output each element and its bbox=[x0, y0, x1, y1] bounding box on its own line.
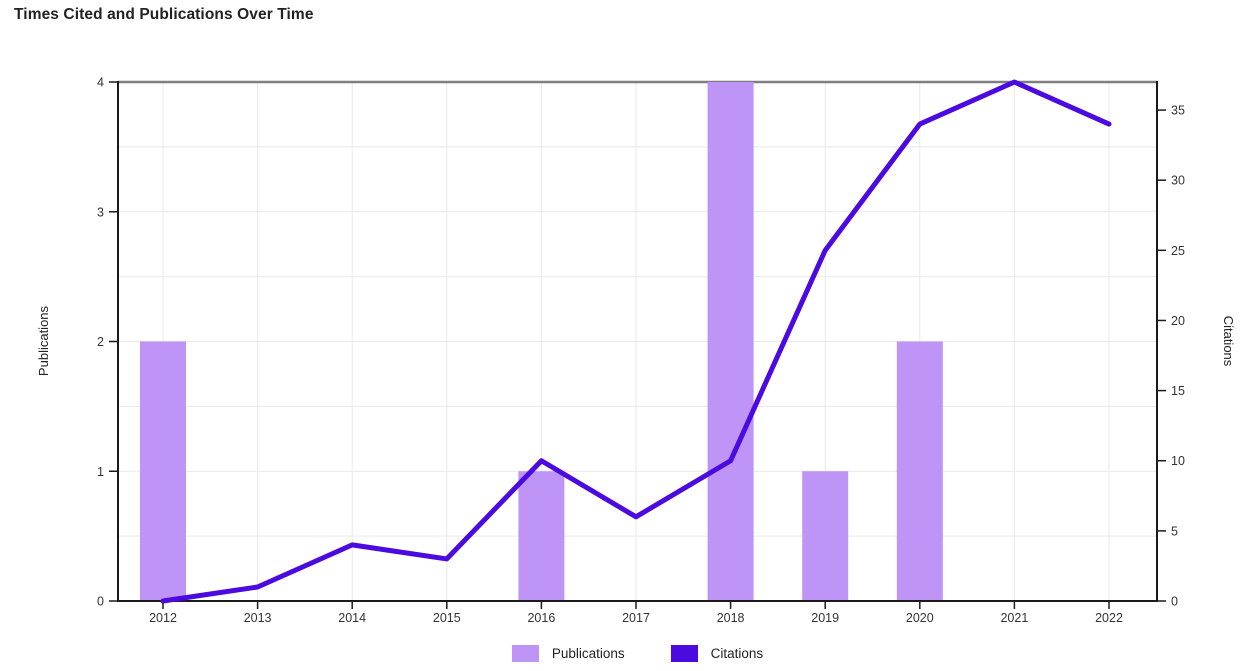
right-axis-tick-label: 5 bbox=[1171, 524, 1178, 538]
chart-legend: Publications Citations bbox=[118, 641, 1157, 665]
publications-legend-label: Publications bbox=[551, 645, 625, 661]
citations-legend-swatch bbox=[670, 644, 698, 662]
publications-legend-swatch bbox=[511, 644, 539, 662]
chart-title: Times Cited and Publications Over Time bbox=[14, 6, 314, 23]
x-axis-tick-label-2022: 2022 bbox=[1095, 611, 1123, 625]
legend-item-publications[interactable]: Publications bbox=[511, 644, 625, 662]
x-axis-tick-label-2019: 2019 bbox=[811, 611, 839, 625]
publications-bar-2016[interactable] bbox=[518, 471, 565, 601]
x-axis-tick-label-2013: 2013 bbox=[244, 611, 272, 625]
right-axis-title: Citations bbox=[1221, 316, 1236, 367]
x-axis-tick-label-2012: 2012 bbox=[149, 611, 177, 625]
x-axis-tick-label-2014: 2014 bbox=[338, 611, 366, 625]
x-axis-tick-label-2016: 2016 bbox=[527, 611, 555, 625]
left-axis-tick-label: 0 bbox=[97, 595, 104, 609]
right-axis-tick-label: 0 bbox=[1171, 595, 1178, 609]
right-axis-tick-label: 25 bbox=[1171, 244, 1185, 258]
left-axis-tick-label: 4 bbox=[97, 76, 104, 90]
publications-bar-2020[interactable] bbox=[896, 341, 943, 602]
publications-bar-2019[interactable] bbox=[802, 471, 849, 601]
citations-legend-label: Citations bbox=[710, 645, 764, 661]
right-axis-tick-label: 10 bbox=[1171, 454, 1185, 468]
publications-bar-2018[interactable] bbox=[707, 82, 754, 601]
x-axis-tick-label-2021: 2021 bbox=[1000, 611, 1028, 625]
publications-bar-2012[interactable] bbox=[140, 341, 186, 602]
left-axis-tick-label: 1 bbox=[97, 465, 104, 479]
right-axis-tick-label: 30 bbox=[1171, 174, 1185, 188]
right-axis-tick-label: 20 bbox=[1171, 314, 1185, 328]
legend-item-citations[interactable]: Citations bbox=[670, 644, 764, 662]
x-axis-tick-label-2015: 2015 bbox=[433, 611, 461, 625]
plot-area: 0 1 2 3 4 0 5 10 15 20 25 30 35 2012 2013 2014 2015 2016 2… bbox=[97, 76, 1185, 626]
right-axis-tick-label: 15 bbox=[1171, 384, 1185, 398]
x-axis-tick-label-2020: 2020 bbox=[906, 611, 934, 625]
left-axis-tick-label: 3 bbox=[97, 205, 104, 219]
citations-line[interactable] bbox=[160, 79, 1112, 604]
left-axis-title: Publications bbox=[36, 305, 51, 376]
x-axis-tick-label-2017: 2017 bbox=[622, 611, 650, 625]
right-axis-tick-label: 35 bbox=[1171, 104, 1185, 118]
x-axis-tick-label-2018: 2018 bbox=[717, 611, 745, 625]
times-cited-publications-chart: Publications Citations 0 1 2 3 4 0 5 10 15 20 25 30… bbox=[36, 76, 1236, 626]
left-axis-tick-label: 2 bbox=[97, 335, 104, 349]
